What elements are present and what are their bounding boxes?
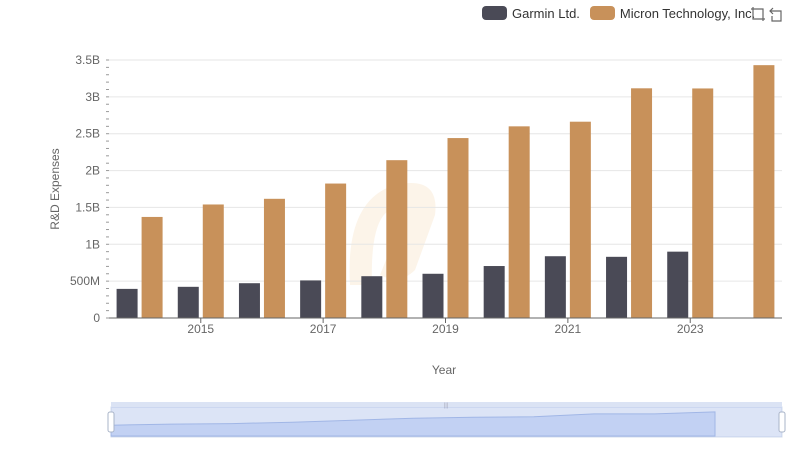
bar-garmin-2020 (483, 266, 505, 318)
x-tick-label: 2019 (432, 322, 459, 336)
y-tick-label: 500M (70, 274, 100, 288)
zoom-icon[interactable] (750, 6, 766, 22)
x-tick-label: 2023 (677, 322, 704, 336)
legend-swatch-micron (589, 6, 615, 20)
y-tick-label: 1.5B (75, 200, 100, 214)
legend-label-garmin: Garmin Ltd. (512, 5, 580, 21)
bar-garmin-2021 (544, 256, 566, 318)
bars (116, 65, 775, 319)
bar-garmin-2019 (422, 273, 444, 318)
bar-micron-2016 (263, 198, 285, 318)
zoom-selection[interactable] (111, 407, 782, 437)
y-axis: 0 500M 1B 1.5B 2B 2.5B 3B 3.5B (70, 53, 109, 325)
bar-garmin-2023 (667, 251, 689, 318)
bar-micron-2020 (508, 126, 530, 318)
legend: Garmin Ltd. Micron Technology, Inc. (482, 4, 765, 22)
bar-garmin-2015 (177, 286, 199, 318)
zoom-handle-left[interactable] (107, 411, 115, 433)
bar-micron-2018 (386, 160, 408, 318)
y-tick-label: 3.5B (75, 53, 100, 67)
bar-micron-2015 (202, 204, 224, 318)
data-zoom-slider[interactable]: ||| (107, 402, 786, 438)
x-tick-label: 2017 (310, 322, 337, 336)
bar-micron-2022 (631, 88, 653, 319)
zoom-drag-grip[interactable]: ||| (444, 403, 449, 409)
zoom-preview-area (110, 411, 716, 437)
zoom-handle-right[interactable] (778, 411, 786, 433)
legend-label-micron: Micron Technology, Inc. (619, 5, 756, 21)
bar-garmin-2022 (606, 256, 628, 318)
legend-item-micron[interactable]: Micron Technology, Inc. (589, 5, 756, 21)
y-tick-label: 0 (93, 311, 100, 325)
watermark-logo (349, 183, 436, 285)
legend-item-garmin[interactable]: Garmin Ltd. (482, 6, 580, 21)
y-tick-label: 2B (85, 164, 100, 178)
x-tick-label: 2015 (187, 322, 214, 336)
bar-garmin-2018 (361, 276, 383, 318)
bar-garmin-2017 (300, 280, 322, 318)
zoom-top-bar[interactable] (111, 402, 782, 408)
bar-micron-2019 (447, 138, 469, 318)
bar-micron-2014 (141, 216, 163, 318)
y-tick-label: 1B (85, 237, 100, 251)
bar-garmin-2014 (116, 288, 138, 318)
y-tick-label: 3B (85, 90, 100, 104)
bar-micron-2017 (325, 183, 347, 318)
restore-icon[interactable] (769, 6, 785, 22)
x-tick-label: 2021 (555, 322, 582, 336)
bar-garmin-2016 (238, 283, 260, 318)
bar-micron-2024 (753, 65, 775, 318)
x-axis-title: Year (432, 363, 456, 377)
toolbox (747, 6, 785, 22)
legend-swatch-garmin (482, 6, 507, 20)
y-axis-title: R&D Expenses (48, 148, 62, 229)
bar-micron-2021 (569, 121, 591, 319)
bar-micron-2023 (692, 88, 714, 319)
x-axis: 2015 2017 2019 2021 2023 (109, 317, 782, 336)
y-tick-label: 2.5B (75, 127, 100, 141)
